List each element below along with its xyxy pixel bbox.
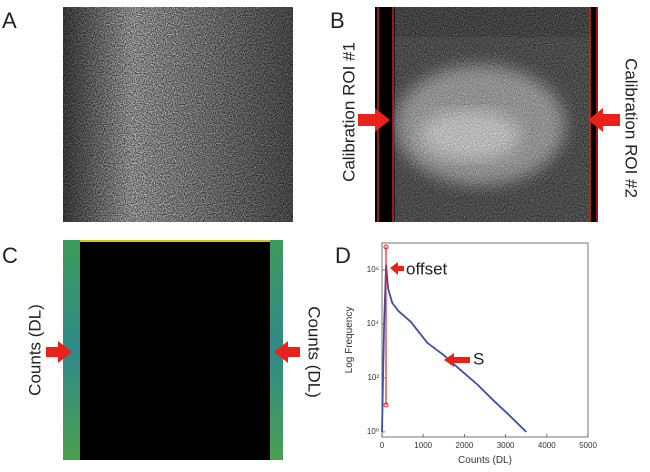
roi-2	[591, 7, 598, 222]
x-tick-label: 4000	[538, 441, 556, 450]
x-axis-label: Counts (DL)	[458, 455, 512, 466]
x-tick-label: 3000	[497, 441, 515, 450]
y-tick-label: 10⁰	[367, 427, 379, 436]
y-axis-label: Log Frequency	[344, 307, 355, 374]
annotation: Calibration ROI #1	[339, 42, 358, 182]
arrow	[358, 108, 390, 132]
x-tick-label: 0	[380, 441, 385, 450]
roi-map-2	[270, 240, 283, 460]
image-c	[63, 240, 283, 460]
annotation: Counts (DL)	[25, 304, 44, 396]
image-c-edge	[80, 240, 270, 242]
plot-frame	[381, 242, 589, 438]
arrow	[390, 262, 404, 275]
annotation: S	[473, 349, 484, 368]
annotation: Calibration ROI #2	[622, 58, 641, 198]
panel-label: B	[330, 8, 345, 33]
x-tick-label: 5000	[579, 441, 597, 450]
arrow	[46, 341, 72, 363]
panel-label: A	[2, 8, 17, 33]
image-a-shade	[63, 7, 293, 222]
y-tick-label: 10⁴	[367, 319, 380, 328]
arrow	[588, 108, 620, 132]
y-tick-label: 10²	[367, 373, 379, 382]
offset-marker-end	[383, 402, 389, 408]
annotation: offset	[406, 259, 448, 278]
annotation: Counts (DL)	[305, 306, 324, 398]
arrow	[444, 353, 470, 367]
panel-label: D	[335, 243, 351, 268]
offset-marker-end	[383, 244, 389, 250]
x-tick-label: 2000	[456, 441, 474, 450]
x-tick-label: 1000	[414, 441, 432, 450]
arrow	[274, 341, 300, 363]
y-tick-label: 10⁶	[367, 265, 379, 274]
panel-label: C	[2, 243, 18, 268]
image-b-speckle	[395, 7, 590, 222]
roi-1	[375, 7, 393, 222]
roi-map-1	[63, 240, 80, 460]
